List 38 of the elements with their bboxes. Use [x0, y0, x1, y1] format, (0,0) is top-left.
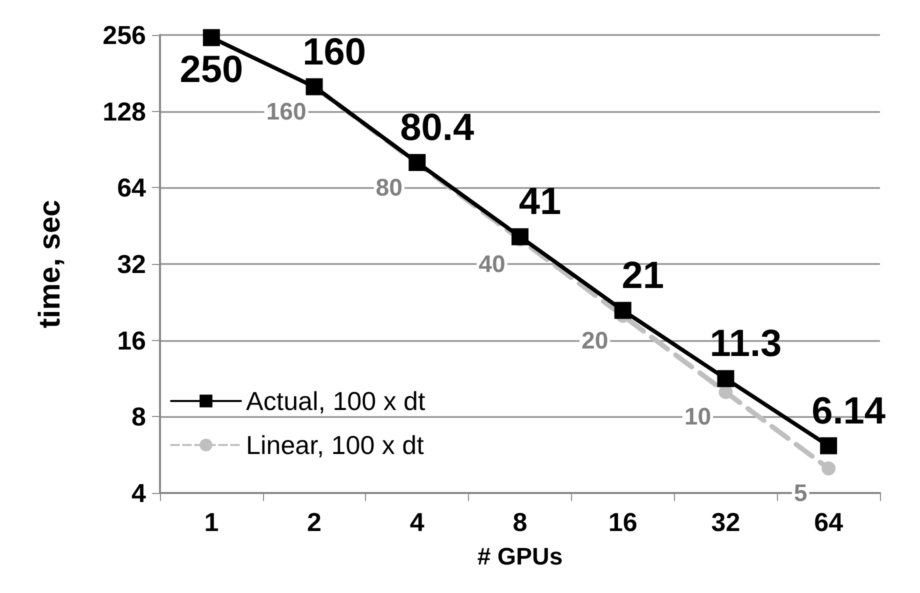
x-tick-label: 64: [814, 507, 844, 537]
point: [820, 437, 838, 454]
data-label: 20: [582, 327, 608, 354]
data-label: 41: [518, 181, 562, 224]
data-label: 11.3: [710, 323, 782, 366]
data-label: 5: [794, 480, 808, 507]
data-label: 160: [266, 98, 306, 126]
data-label: 250: [180, 49, 244, 92]
x-tick-label: 1: [204, 507, 219, 537]
y-tick-label: 16: [117, 325, 146, 356]
y-tick-label: 32: [117, 249, 146, 279]
point: [614, 302, 632, 319]
y-tick-label: 256: [102, 20, 146, 50]
data-label: 21: [622, 254, 664, 297]
data-label: 40: [478, 250, 506, 278]
x-tick-label: 32: [711, 507, 740, 537]
x-axis-title: # GPUs: [477, 544, 563, 570]
x-tick-label: 2: [307, 507, 322, 537]
y-tick-label: 64: [117, 172, 147, 203]
data-label: 80.4: [400, 107, 474, 150]
point: [718, 385, 733, 400]
legend-label: Actual, 100 x dt: [246, 386, 426, 416]
data-label: 160: [302, 31, 366, 74]
x-tick-label: 16: [608, 507, 638, 537]
point: [822, 461, 836, 476]
point: [717, 370, 734, 388]
point: [202, 29, 220, 46]
point: [512, 228, 528, 246]
y-tick-label: 128: [102, 96, 146, 126]
y-tick-label: 8: [132, 402, 146, 432]
data-label: 80: [376, 174, 402, 202]
legend-label: Linear, 100 x dt: [246, 430, 425, 460]
x-tick-label: 4: [410, 507, 425, 537]
y-tick-label: 4: [132, 478, 147, 508]
data-label: 10: [684, 404, 712, 431]
y-axis-title: time, sec: [34, 200, 66, 328]
data-label: 6.14: [812, 390, 886, 432]
x-tick-label: 8: [512, 507, 528, 537]
